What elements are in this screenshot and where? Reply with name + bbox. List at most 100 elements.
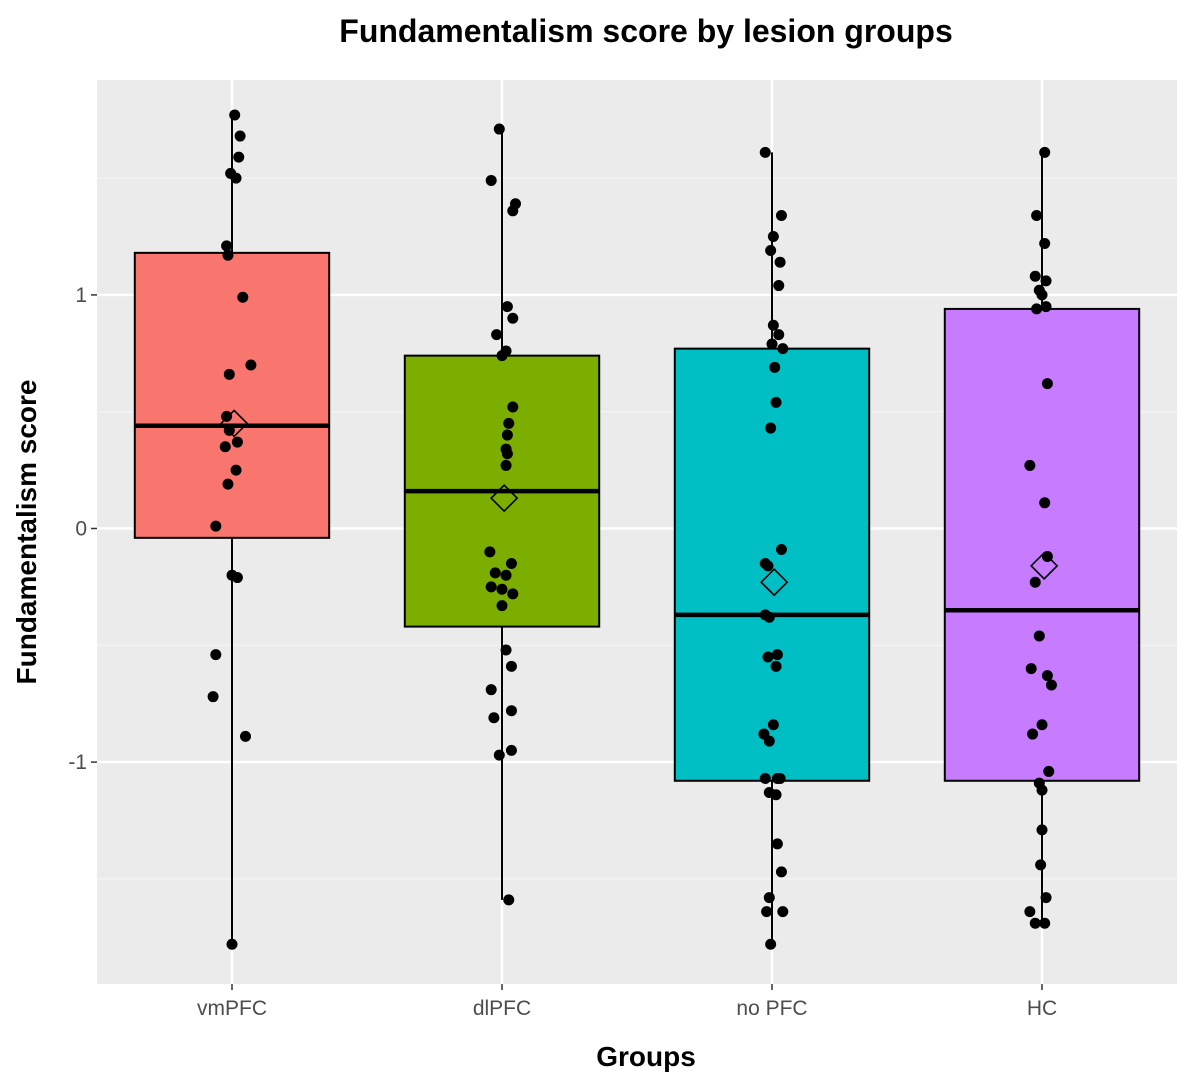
data-point (1039, 917, 1051, 929)
box-group-hc (943, 146, 1141, 929)
data-point (221, 240, 233, 252)
data-point (765, 422, 777, 434)
data-point (484, 546, 496, 558)
data-point (1043, 765, 1055, 777)
data-point (777, 343, 789, 355)
y-tick-label: -1 (68, 751, 87, 774)
data-point (777, 906, 789, 918)
data-point (231, 572, 243, 584)
x-tick-label: dlPFC (473, 997, 531, 1020)
data-point (485, 684, 497, 696)
data-point (493, 123, 505, 135)
data-point (488, 712, 500, 724)
data-point (766, 338, 778, 350)
data-point (771, 838, 783, 850)
data-point (773, 329, 785, 341)
data-point (229, 109, 241, 121)
data-point (210, 520, 222, 532)
data-point (240, 730, 251, 742)
y-axis-title: Fundamentalism score (11, 380, 42, 685)
data-point (491, 329, 503, 341)
data-point (503, 417, 515, 429)
data-point (496, 350, 508, 362)
data-point (223, 368, 235, 380)
data-point (237, 291, 249, 303)
data-point (775, 866, 787, 878)
x-tick-label: vmPFC (197, 997, 267, 1020)
data-point (1036, 784, 1048, 796)
data-point (507, 401, 519, 413)
data-point (485, 174, 497, 186)
data-point (1041, 670, 1053, 682)
data-point (761, 906, 773, 918)
data-point (222, 249, 234, 261)
data-point (507, 312, 519, 324)
data-point (775, 209, 787, 221)
data-point (221, 410, 233, 422)
data-point (1029, 270, 1041, 282)
data-point (231, 436, 243, 448)
x-tick-label: no PFC (736, 997, 807, 1020)
data-point (774, 256, 786, 268)
data-point (501, 448, 513, 460)
mean-marker (1030, 551, 1059, 581)
data-point (769, 361, 781, 373)
data-point (762, 651, 774, 663)
boxes (133, 109, 1141, 950)
x-tick-label: HC (1027, 997, 1057, 1020)
data-point (230, 464, 242, 476)
data-point (500, 569, 512, 581)
data-point (233, 151, 245, 163)
data-point (500, 644, 512, 656)
data-point (1035, 859, 1047, 871)
data-point (207, 691, 219, 703)
data-point (770, 789, 782, 801)
box-group-vmpfc (133, 109, 331, 950)
data-point (1036, 719, 1048, 731)
data-point (505, 660, 517, 672)
data-point (503, 894, 515, 906)
data-point (1024, 459, 1036, 471)
mean-marker (760, 568, 789, 597)
data-point (1025, 663, 1037, 675)
data-point (496, 583, 508, 595)
data-point (1045, 679, 1057, 691)
data-point (245, 359, 257, 371)
data-point (1029, 576, 1041, 588)
data-point (770, 396, 782, 408)
data-point (493, 749, 505, 761)
data-point (219, 441, 231, 453)
x-axis-title: Groups (596, 1041, 696, 1072)
data-point (767, 719, 779, 731)
y-tick-label: 0 (75, 517, 87, 540)
mean-marker (490, 483, 519, 513)
data-point (223, 424, 235, 436)
data-point (226, 938, 238, 950)
data-point (1040, 892, 1052, 904)
data-point (1029, 917, 1041, 929)
data-point (507, 588, 519, 600)
data-point (500, 459, 512, 471)
data-point (505, 744, 517, 756)
data-point (210, 649, 222, 661)
data-point (234, 130, 246, 142)
data-point (1027, 728, 1039, 740)
x-axis-ticks: vmPFC dlPFC no PFC HC (197, 984, 1057, 1020)
data-point (1033, 630, 1045, 642)
data-point (763, 892, 775, 904)
box (133, 251, 331, 539)
data-point (507, 205, 519, 217)
data-point (1039, 146, 1051, 158)
data-point (759, 146, 771, 158)
data-point (222, 478, 234, 490)
data-point (1040, 301, 1052, 313)
y-axis-ticks: -1 0 1 (68, 284, 97, 774)
data-point (505, 558, 517, 570)
data-point (505, 705, 517, 717)
data-point (762, 560, 774, 572)
data-point (496, 600, 508, 612)
data-point (501, 429, 513, 441)
data-point (1031, 209, 1043, 221)
data-point (765, 245, 777, 257)
